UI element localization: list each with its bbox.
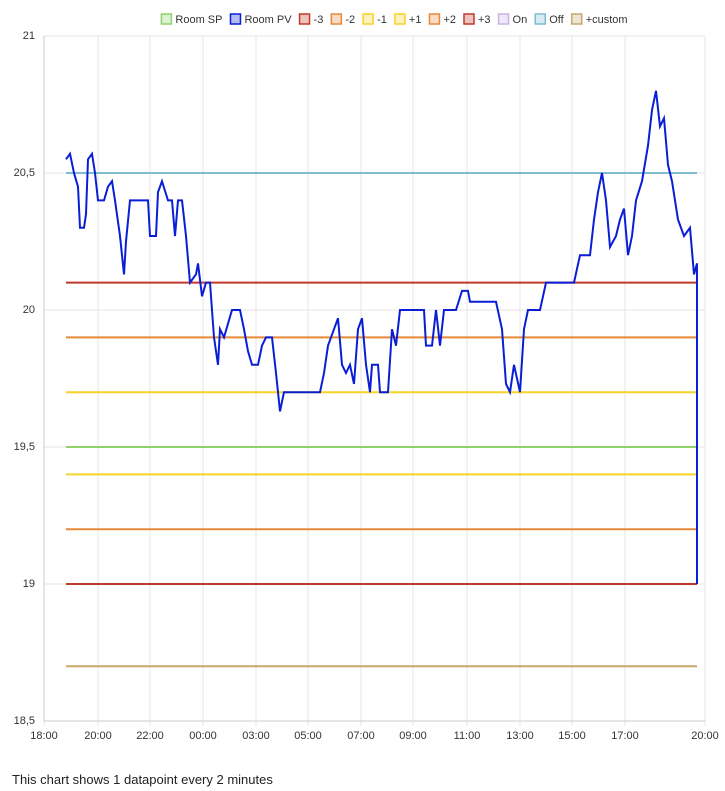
- legend-swatch: [463, 13, 475, 25]
- x-tick-label: 00:00: [189, 730, 217, 742]
- x-tick-label: 03:00: [242, 730, 270, 742]
- legend-swatch: [534, 13, 546, 25]
- legend-item: On: [497, 13, 528, 26]
- legend-label: +2: [443, 14, 456, 26]
- legend-swatch: [394, 13, 406, 25]
- legend-item: -1: [362, 13, 387, 26]
- y-tick-label: 20: [23, 304, 35, 316]
- legend-item: -2: [330, 13, 355, 26]
- x-tick-label: 13:00: [506, 730, 534, 742]
- x-tick-label: 22:00: [136, 730, 164, 742]
- legend-item: +custom: [570, 13, 628, 26]
- y-tick-label: 19: [23, 578, 35, 590]
- x-tick-label: 20:00: [691, 730, 719, 742]
- legend-label: -3: [314, 14, 324, 26]
- legend-item: -3: [298, 13, 324, 26]
- legend-swatch: [229, 13, 242, 25]
- x-tick-label: 09:00: [399, 730, 427, 742]
- legend-swatch: [428, 13, 441, 25]
- legend-label: Off: [549, 14, 564, 26]
- legend-label: +1: [409, 14, 422, 26]
- chart: 18,5 19 19,5 20 20,5 21 18:00 20:00 22:00 00:00 03…: [14, 13, 719, 742]
- x-tick-label: 15:00: [558, 730, 586, 742]
- legend-item: +2: [428, 13, 456, 26]
- footnote: This chart shows 1 datapoint every 2 min…: [12, 772, 273, 787]
- legend-swatch: [497, 13, 510, 25]
- legend-label: +3: [478, 14, 491, 26]
- legend-swatch: [362, 13, 374, 25]
- legend-label: -2: [345, 14, 355, 26]
- y-tick-label: 20,5: [14, 167, 35, 179]
- legend-item: Room SP: [160, 13, 222, 26]
- legend-label: -1: [377, 14, 387, 26]
- legend-label: Room SP: [175, 14, 222, 26]
- x-tick-label: 11:00: [454, 730, 481, 742]
- x-tick-label: 07:00: [347, 730, 375, 742]
- x-tick-label: 17:00: [611, 730, 639, 742]
- legend-label: +custom: [586, 14, 628, 26]
- y-tick-label: 19,5: [14, 441, 35, 453]
- x-tick-label: 20:00: [84, 730, 112, 742]
- legend-swatch: [298, 13, 311, 25]
- legend-label: Room PV: [244, 14, 292, 26]
- legend-item: +1: [394, 13, 422, 26]
- legend-swatch: [330, 13, 343, 25]
- legend-swatch: [160, 13, 173, 25]
- series-line: [65, 90, 698, 584]
- legend-label: On: [513, 14, 528, 26]
- x-tick-label: 18:00: [30, 730, 58, 742]
- y-tick-label: 21: [23, 30, 35, 42]
- legend-item: +3: [463, 13, 491, 26]
- legend-item: Off: [534, 13, 565, 26]
- x-tick-label: 05:00: [294, 730, 322, 742]
- legend-item: Room PV: [229, 13, 292, 26]
- legend-swatch: [570, 13, 583, 25]
- y-tick-label: 18,5: [14, 715, 35, 727]
